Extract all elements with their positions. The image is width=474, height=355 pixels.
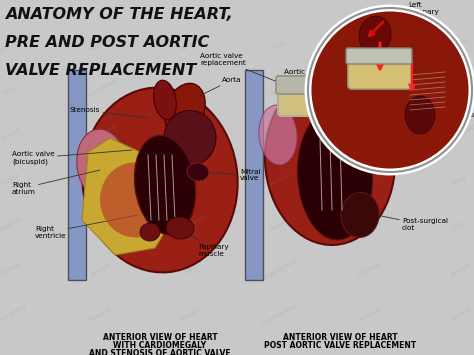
- Text: Copyrighted: Copyrighted: [262, 304, 298, 326]
- Text: Norted: Norted: [179, 38, 201, 52]
- Text: Copyrighted: Copyrighted: [0, 304, 28, 326]
- Text: Stenosis: Stenosis: [70, 107, 148, 118]
- Text: Material: Material: [0, 217, 22, 233]
- Ellipse shape: [355, 152, 375, 168]
- Text: VALVE REPLACEMENT: VALVE REPLACEMENT: [5, 63, 196, 78]
- Text: Norted: Norted: [269, 128, 291, 142]
- Text: Post-surgical
clot: Post-surgical clot: [362, 212, 448, 231]
- Text: ANTERIOR VIEW OF HEART: ANTERIOR VIEW OF HEART: [283, 333, 397, 342]
- Text: PRE AND POST AORTIC: PRE AND POST AORTIC: [5, 35, 210, 50]
- Text: Material: Material: [447, 82, 473, 98]
- Text: Material: Material: [0, 262, 22, 278]
- Text: Norted: Norted: [89, 263, 111, 277]
- Ellipse shape: [100, 163, 170, 237]
- Text: Copyrighted: Copyrighted: [352, 34, 388, 56]
- Text: Copy: Copy: [452, 174, 468, 186]
- Text: Material: Material: [178, 82, 202, 98]
- Text: Copyrighted: Copyrighted: [82, 124, 118, 146]
- Text: Copy: Copy: [2, 84, 18, 96]
- Text: ANTERIOR VIEW OF HEART: ANTERIOR VIEW OF HEART: [103, 333, 217, 342]
- Text: Left
atrium: Left atrium: [168, 129, 192, 142]
- Text: Aortic valve
(bicuspid): Aortic valve (bicuspid): [12, 150, 132, 165]
- Text: Copyrighted: Copyrighted: [82, 79, 118, 101]
- Text: Mitral
valve: Mitral valve: [365, 158, 419, 171]
- Text: Copyrighted: Copyrighted: [172, 169, 208, 191]
- Text: Norted: Norted: [0, 173, 21, 187]
- Text: Post-surgical
clot: Post-surgical clot: [422, 111, 474, 125]
- Text: Norted: Norted: [359, 218, 381, 232]
- Text: Copyrighted: Copyrighted: [0, 34, 28, 56]
- Text: Norted: Norted: [89, 218, 111, 232]
- FancyBboxPatch shape: [276, 76, 338, 94]
- Text: Aortic valve
replacement: Aortic valve replacement: [284, 68, 385, 82]
- Text: Copy: Copy: [92, 174, 108, 186]
- Text: Norted: Norted: [359, 173, 381, 187]
- Ellipse shape: [82, 88, 237, 272]
- Ellipse shape: [77, 129, 127, 201]
- Text: ANATOMY OF THE HEART,: ANATOMY OF THE HEART,: [5, 7, 233, 22]
- Ellipse shape: [165, 83, 205, 137]
- FancyBboxPatch shape: [245, 70, 263, 280]
- Text: Aorta: Aorta: [195, 77, 241, 98]
- Text: Material: Material: [88, 37, 112, 53]
- Text: Right
atrium: Right atrium: [12, 170, 100, 195]
- Text: Left
coronary
artery: Left coronary artery: [382, 2, 440, 22]
- Text: Material: Material: [88, 307, 112, 323]
- Text: Norted: Norted: [179, 308, 201, 322]
- Text: Material: Material: [357, 262, 383, 278]
- Text: Norted: Norted: [449, 308, 471, 322]
- Text: Material: Material: [267, 217, 292, 233]
- FancyBboxPatch shape: [278, 76, 336, 116]
- Text: Papillary
muscle: Papillary muscle: [178, 226, 228, 257]
- Ellipse shape: [341, 192, 379, 237]
- Ellipse shape: [140, 223, 160, 241]
- FancyBboxPatch shape: [346, 48, 412, 64]
- Circle shape: [308, 8, 472, 172]
- Text: Norted: Norted: [269, 83, 291, 97]
- Text: Norted: Norted: [0, 128, 21, 142]
- Text: Copy: Copy: [272, 39, 288, 51]
- Ellipse shape: [135, 135, 195, 235]
- Ellipse shape: [187, 163, 209, 181]
- Text: Blood
flow: Blood flow: [412, 64, 465, 78]
- Text: Material: Material: [447, 37, 473, 53]
- Text: Copy: Copy: [362, 129, 378, 141]
- Text: Norted: Norted: [449, 263, 471, 277]
- Text: Copy: Copy: [182, 264, 198, 276]
- Text: WITH CARDIOMEGALY: WITH CARDIOMEGALY: [113, 341, 207, 350]
- Text: Copy: Copy: [362, 84, 378, 96]
- Ellipse shape: [301, 69, 329, 107]
- Text: Copyrighted: Copyrighted: [442, 124, 474, 146]
- Ellipse shape: [359, 16, 391, 54]
- Text: Copy: Copy: [452, 219, 468, 231]
- Text: Material: Material: [267, 172, 292, 188]
- Ellipse shape: [405, 96, 435, 134]
- Ellipse shape: [154, 80, 176, 120]
- FancyBboxPatch shape: [348, 53, 411, 89]
- Text: Copyrighted: Copyrighted: [262, 259, 298, 281]
- Text: Right
ventricle: Right ventricle: [35, 215, 138, 239]
- Text: Material: Material: [357, 307, 383, 323]
- Text: Material: Material: [178, 127, 202, 143]
- Ellipse shape: [166, 217, 194, 239]
- Text: AND STENOSIS OF AORTIC VALVE: AND STENOSIS OF AORTIC VALVE: [89, 349, 231, 355]
- FancyBboxPatch shape: [68, 70, 86, 280]
- Text: Copyrighted: Copyrighted: [172, 214, 208, 236]
- Polygon shape: [82, 138, 175, 255]
- Text: Mitral
valve: Mitral valve: [198, 169, 261, 181]
- Text: Aortic valve
replacement: Aortic valve replacement: [200, 54, 310, 95]
- Ellipse shape: [297, 110, 373, 240]
- Ellipse shape: [265, 75, 395, 245]
- FancyArrowPatch shape: [369, 22, 383, 36]
- Text: POST AORTIC VALVE REPLACEMENT: POST AORTIC VALVE REPLACEMENT: [264, 341, 416, 350]
- Ellipse shape: [164, 110, 216, 165]
- Ellipse shape: [259, 105, 297, 165]
